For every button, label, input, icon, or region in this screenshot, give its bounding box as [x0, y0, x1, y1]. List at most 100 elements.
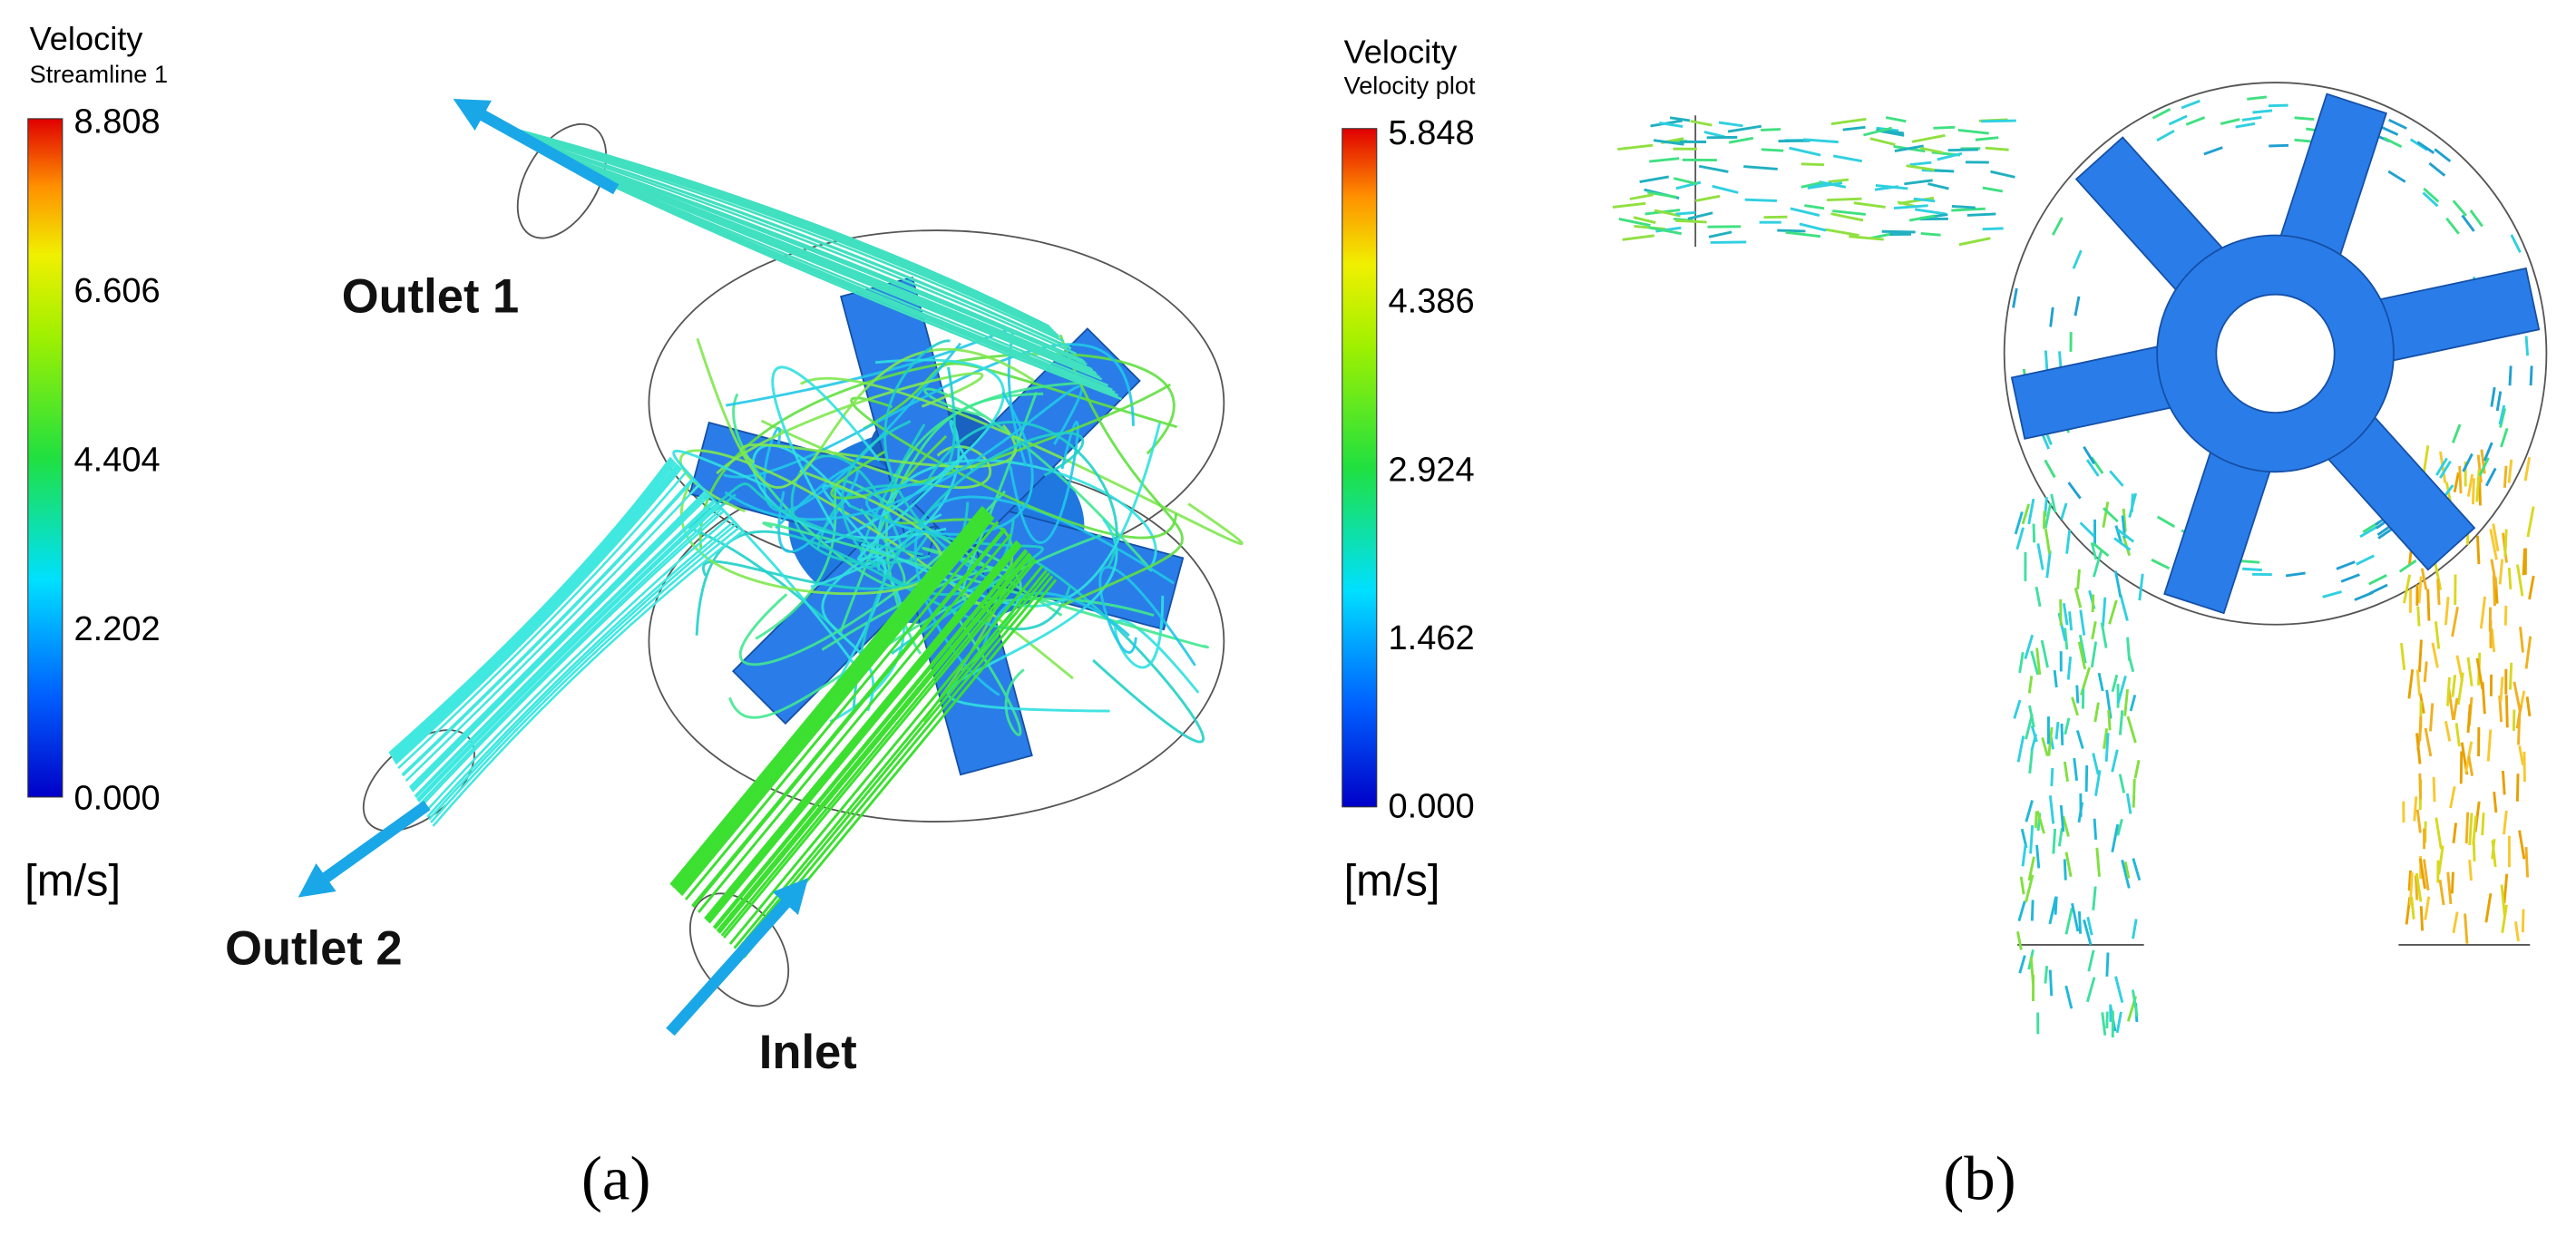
vector — [1937, 151, 1963, 161]
vector — [2132, 919, 2138, 939]
vector — [1800, 162, 1825, 167]
vector — [2413, 796, 2418, 822]
streamline — [1059, 334, 1185, 608]
vector — [2453, 472, 2460, 492]
vector — [2019, 876, 2025, 895]
vector — [2444, 597, 2450, 626]
vector — [2515, 705, 2522, 729]
vector — [2133, 759, 2141, 779]
vector — [2504, 695, 2509, 728]
vector — [2077, 641, 2087, 670]
vector — [2486, 729, 2493, 762]
vector — [2418, 715, 2423, 742]
arrow — [666, 877, 809, 1036]
vector — [2118, 710, 2124, 735]
vector — [1718, 121, 1743, 128]
vector — [2472, 815, 2478, 845]
vector — [2071, 902, 2080, 932]
vector — [2434, 148, 2452, 162]
vector — [2268, 103, 2288, 108]
vector — [1789, 146, 1821, 157]
vector — [2086, 916, 2093, 936]
vector — [2030, 650, 2039, 676]
vector — [2452, 911, 2459, 934]
vector — [2062, 815, 2070, 837]
streamline — [409, 492, 707, 790]
vector — [2449, 785, 2456, 809]
legend-a: Velocity Streamline 1 [m/s] — [24, 20, 168, 906]
streamline — [527, 138, 1071, 349]
vector — [2064, 985, 2073, 1009]
vector — [2028, 705, 2035, 728]
vector — [2388, 118, 2407, 130]
color-tick-label: 4.386 — [1388, 283, 1474, 321]
vector — [1675, 210, 1696, 216]
vector — [2108, 599, 2118, 625]
caption: (a) — [581, 1144, 650, 1213]
vector — [1708, 230, 1732, 238]
vector — [1966, 212, 1996, 217]
vector — [1913, 197, 1936, 203]
vector — [2368, 573, 2387, 586]
vector — [2415, 809, 2422, 833]
vector — [1830, 117, 1867, 126]
vector — [2017, 900, 2026, 922]
vector — [2075, 730, 2084, 749]
vector — [2515, 774, 2520, 802]
streamline — [389, 459, 675, 757]
streamline — [947, 518, 1118, 713]
streamline — [696, 337, 1035, 490]
vector — [2168, 114, 2188, 126]
vector — [1761, 128, 1781, 131]
vector — [2079, 609, 2086, 636]
vector — [1990, 170, 2015, 179]
vector — [2125, 793, 2132, 814]
vector — [2336, 560, 2356, 570]
vector — [2493, 792, 2498, 813]
caption: (b) — [1943, 1144, 2015, 1213]
streamline — [521, 134, 1065, 343]
vector — [1649, 157, 1680, 163]
vector — [1908, 214, 1936, 222]
vector — [1761, 148, 1784, 152]
vector — [2100, 622, 2108, 648]
vector — [1675, 219, 1707, 224]
vector — [2428, 161, 2446, 177]
vector — [1827, 197, 1862, 202]
vector — [2047, 726, 2054, 756]
vector — [1804, 204, 1825, 210]
vector — [2049, 307, 2054, 327]
vector — [2450, 871, 2454, 894]
vector — [2476, 454, 2483, 483]
vector — [2437, 845, 2444, 875]
streamline — [506, 125, 1049, 327]
streamline — [762, 521, 1209, 649]
streamline — [678, 514, 993, 895]
streamline — [720, 557, 1036, 937]
streamline — [732, 393, 906, 589]
streamline — [417, 504, 720, 803]
vector — [2407, 870, 2413, 891]
velocity-vectors — [1612, 95, 2535, 1038]
vector — [2456, 672, 2464, 706]
vector — [1694, 194, 1721, 202]
vector — [2084, 764, 2089, 793]
vector — [2085, 977, 2096, 1003]
vector — [1743, 165, 1778, 170]
vector — [2423, 187, 2440, 203]
streamline — [692, 528, 1007, 909]
color-tick-label: 2.202 — [74, 610, 161, 648]
legend-subtitle: Streamline 1 — [30, 60, 168, 88]
vector — [2285, 571, 2306, 578]
vector — [2121, 859, 2131, 889]
vector — [2368, 583, 2388, 595]
vector — [2247, 95, 2268, 101]
vector — [2398, 559, 2417, 573]
separator-2d — [1694, 82, 2548, 946]
vector — [1958, 237, 1991, 247]
streamline — [717, 554, 1033, 934]
vector — [2528, 575, 2535, 600]
vector — [2422, 445, 2430, 476]
streamline — [705, 541, 1020, 921]
vector — [1712, 184, 1739, 194]
